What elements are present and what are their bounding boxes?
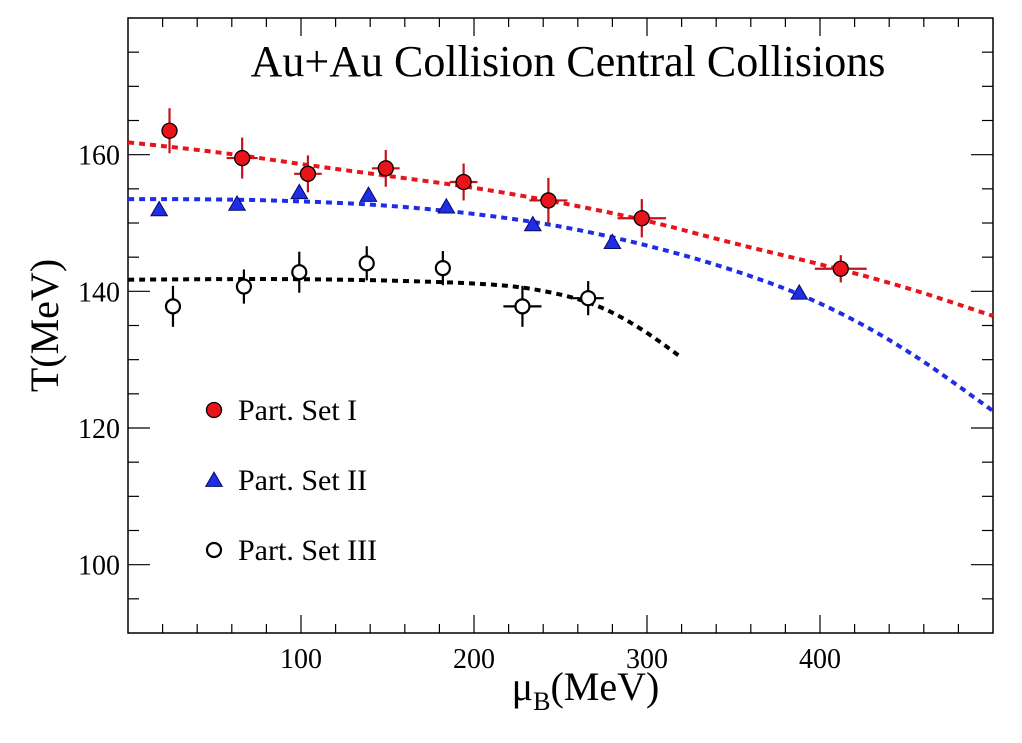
- data-point-series-3: [358, 255, 375, 272]
- legend-marker-2: [204, 471, 224, 487]
- legend-label-3: Part. Set III: [238, 534, 377, 567]
- y-axis-label: T(MeV): [22, 259, 67, 392]
- legend-marker-3: [205, 541, 223, 559]
- legend-marker-1: [205, 401, 223, 419]
- data-point-series-2: [523, 215, 542, 232]
- data-point-series-3: [580, 290, 597, 307]
- data-point-series-2: [603, 233, 622, 250]
- x-axis-label-unit: (MeV): [550, 664, 659, 709]
- data-point-series-3: [291, 264, 308, 281]
- data-point-series-2: [150, 200, 169, 217]
- x-axis-label: μB(MeV): [512, 664, 660, 716]
- y-tick-label: 160: [78, 141, 120, 172]
- x-tick-label: 400: [799, 644, 841, 675]
- data-point-series-3: [164, 298, 182, 315]
- x-axis-label-sub: B: [533, 687, 550, 716]
- data-point-series-1: [455, 173, 472, 191]
- data-point-series-1: [633, 210, 650, 227]
- x-tick-label: 100: [280, 644, 322, 675]
- fit-curve-3: [127, 277, 683, 360]
- data-points: [150, 108, 867, 327]
- x-axis-label-mu: μ: [512, 664, 533, 709]
- chart-title: Au+Au Collision Central Collisions: [251, 37, 886, 86]
- data-point-series-1: [377, 160, 394, 177]
- x-tick-label: 200: [453, 644, 495, 675]
- data-point-series-2: [290, 183, 309, 200]
- legend-label-2: Part. Set II: [238, 464, 367, 497]
- data-point-series-2: [227, 195, 247, 211]
- y-tick-label: 120: [78, 414, 120, 445]
- legend-label-1: Part. Set I: [238, 394, 357, 427]
- legend: Part. Set I Part. Set II Part. Set III: [204, 394, 377, 567]
- y-tick-label: 140: [78, 277, 120, 308]
- y-tick-label: 100: [78, 551, 120, 582]
- data-point-series-1: [161, 122, 178, 139]
- data-point-series-2: [437, 197, 456, 214]
- data-point-series-1: [234, 149, 251, 167]
- data-point-series-2: [359, 186, 378, 202]
- fit-curve-2: [127, 197, 995, 413]
- data-point-series-3: [235, 278, 253, 295]
- data-point-series-3: [434, 260, 451, 277]
- data-point-series-2: [790, 283, 809, 300]
- axis-ticks: 100 200 300 400 100 120 140 160: [78, 18, 993, 675]
- fit-curve-1: [127, 140, 994, 318]
- data-point-series-1: [299, 165, 317, 182]
- x-tick-label: 300: [626, 644, 668, 675]
- data-point-series-3: [514, 298, 531, 315]
- fit-curves: [127, 140, 995, 413]
- data-point-series-1: [540, 192, 557, 209]
- data-point-series-1: [832, 260, 849, 277]
